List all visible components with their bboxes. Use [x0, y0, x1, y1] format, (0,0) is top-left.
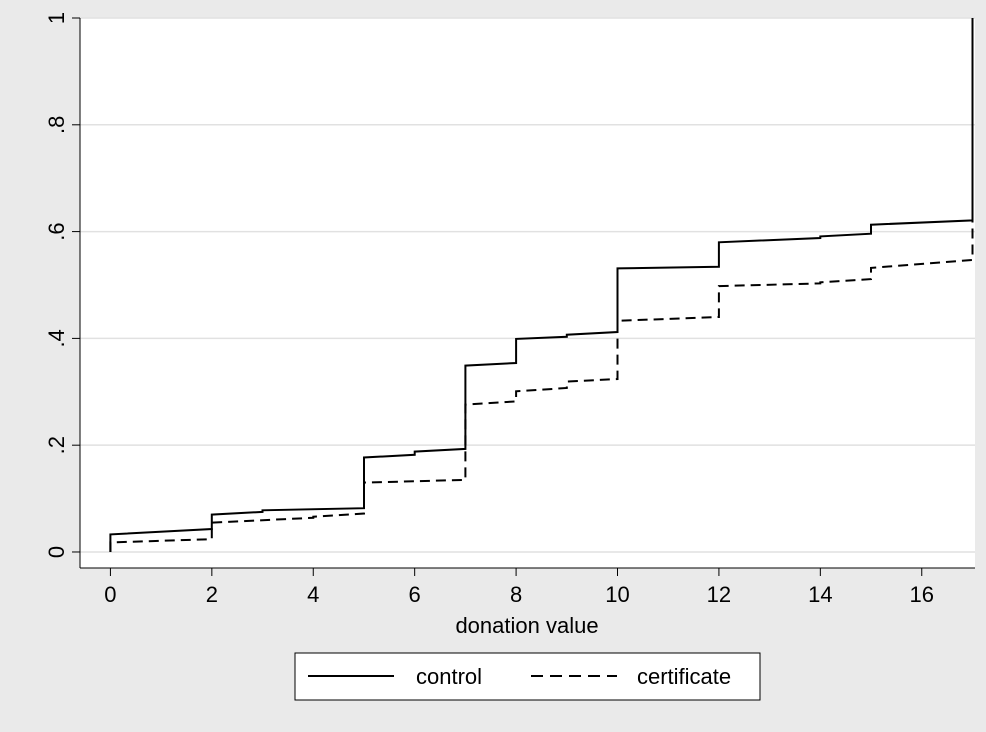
- x-axis-ticks: 0 2 4 6 8 10 12 14 16: [104, 568, 934, 607]
- x-tick-label: 2: [206, 582, 218, 607]
- series-line-certificate: [109, 18, 974, 552]
- legend-label-certificate: certificate: [637, 664, 731, 689]
- legend: control certificate: [294, 652, 761, 701]
- x-tick-label: 10: [605, 582, 629, 607]
- plot-background: [80, 18, 975, 568]
- x-tick-label: 16: [910, 582, 934, 607]
- y-axis-ticks: 0 .2 .4 .6 .8 1: [44, 12, 80, 558]
- y-tick-label: 0: [44, 546, 69, 558]
- x-tick-label: 0: [104, 582, 116, 607]
- x-tick-label: 6: [409, 582, 421, 607]
- series-line-control: [109, 18, 974, 552]
- y-tick-label: .4: [44, 329, 69, 347]
- x-tick-label: 8: [510, 582, 522, 607]
- y-tick-label: .6: [44, 222, 69, 240]
- legend-label-control: control: [416, 664, 482, 689]
- series-lines: [109, 18, 974, 552]
- x-axis-label: donation value: [455, 613, 598, 638]
- y-tick-label: 1: [44, 12, 69, 24]
- x-tick-label: 14: [808, 582, 832, 607]
- y-tick-label: .8: [44, 116, 69, 134]
- y-tick-label: .2: [44, 436, 69, 454]
- x-tick-label: 12: [707, 582, 731, 607]
- x-tick-label: 4: [307, 582, 319, 607]
